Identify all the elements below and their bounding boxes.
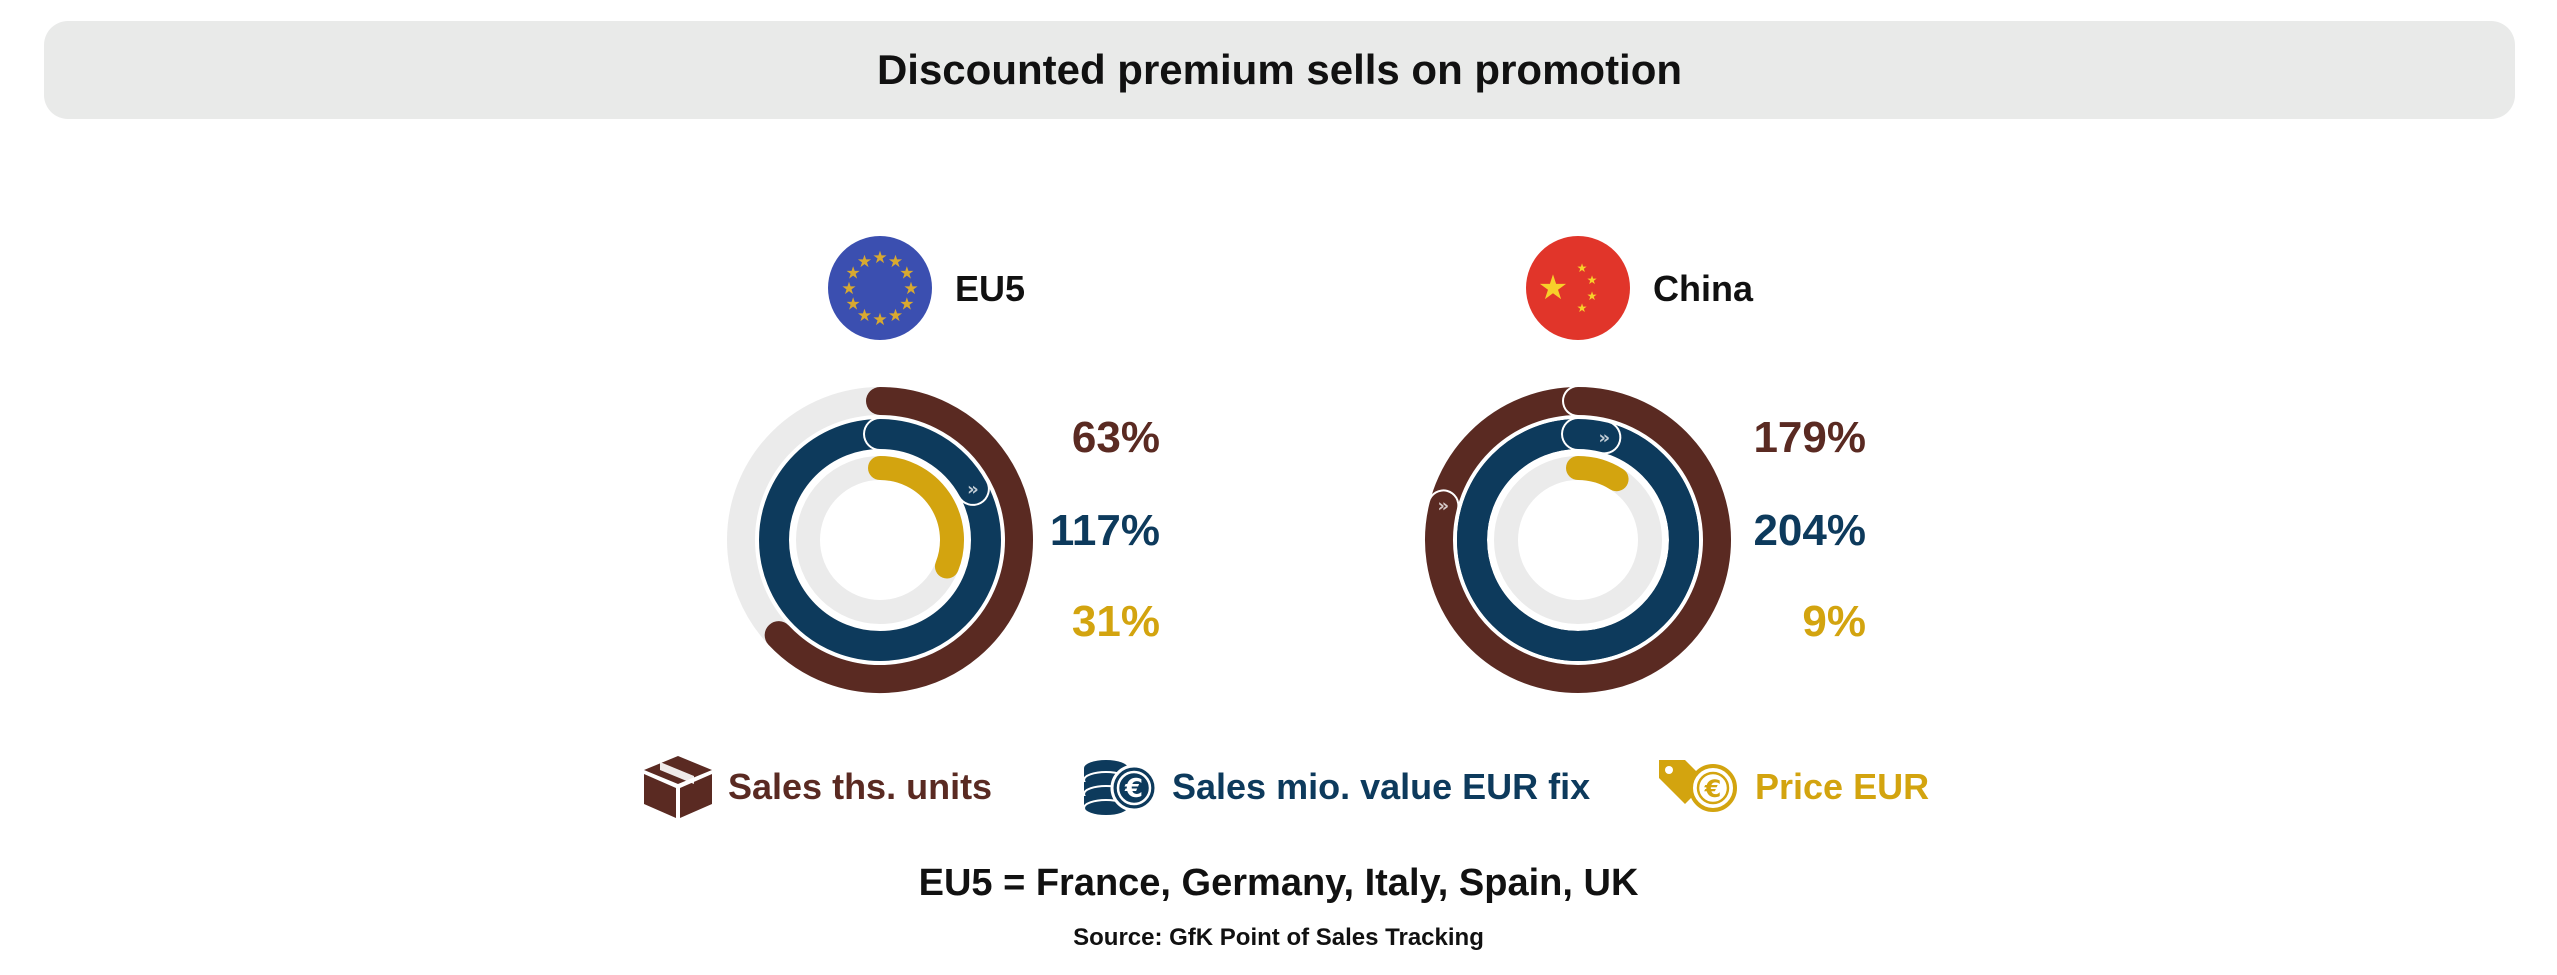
svg-text:★: ★ bbox=[857, 306, 872, 326]
svg-text:★: ★ bbox=[1587, 289, 1598, 303]
svg-text:★: ★ bbox=[899, 264, 914, 284]
box-icon bbox=[644, 756, 712, 818]
svg-text:★: ★ bbox=[846, 295, 861, 315]
legend-price-label: Price EUR bbox=[1755, 766, 1930, 807]
legend-units-label: Sales ths. units bbox=[728, 766, 993, 807]
svg-text:★: ★ bbox=[1577, 261, 1588, 275]
svg-text:★: ★ bbox=[903, 279, 918, 299]
eu-flag-icon: ★ ★★★★★★★★★★★ bbox=[828, 236, 932, 340]
ring-arc bbox=[868, 456, 964, 579]
svg-text:★: ★ bbox=[888, 252, 903, 272]
value-label: 31% bbox=[1072, 597, 1160, 646]
radial-chart-china: ★ ★★★★ China»179%»204%9% bbox=[1423, 236, 1866, 695]
svg-text:€: € bbox=[1124, 774, 1143, 804]
price-tag-euro-icon: € bbox=[1659, 760, 1737, 812]
chart-title: Discounted premium sells on promotion bbox=[876, 46, 1683, 93]
arc-end-chevron-icon: » bbox=[1599, 427, 1611, 448]
value-label: 63% bbox=[1072, 413, 1160, 462]
china-flag-icon: ★ ★★★★ bbox=[1526, 236, 1630, 340]
value-label: 179% bbox=[1753, 413, 1866, 462]
coins-euro-icon: € bbox=[1083, 760, 1158, 817]
svg-text:★: ★ bbox=[888, 306, 903, 326]
ring-arc bbox=[865, 419, 988, 504]
source-note: Source: GfK Point of Sales Tracking bbox=[1073, 924, 1484, 951]
value-label: 204% bbox=[1753, 506, 1866, 555]
legend-units: Sales ths. units bbox=[642, 752, 992, 822]
svg-text:€: € bbox=[1704, 775, 1722, 803]
svg-text:★: ★ bbox=[872, 248, 887, 268]
svg-text:★: ★ bbox=[857, 252, 872, 272]
eu5-definition: EU5 = France, Germany, Italy, Spain, UK bbox=[918, 862, 1639, 904]
svg-text:★: ★ bbox=[1538, 268, 1568, 308]
value-label: 117% bbox=[1050, 506, 1160, 555]
svg-text:★: ★ bbox=[872, 310, 887, 330]
svg-text:★: ★ bbox=[1577, 301, 1588, 315]
svg-text:★: ★ bbox=[841, 279, 856, 299]
ring-track bbox=[1494, 456, 1662, 624]
arc-end-chevron-icon: » bbox=[967, 479, 979, 500]
ring-arc bbox=[764, 387, 1033, 693]
ring-arc bbox=[1563, 419, 1620, 453]
value-label: 9% bbox=[1802, 597, 1866, 646]
title-bar: Discounted premium sells on promotion bbox=[44, 21, 2515, 119]
ring-arc bbox=[1566, 456, 1629, 492]
arc-end-chevron-icon: » bbox=[1438, 495, 1450, 516]
svg-text:★: ★ bbox=[846, 264, 861, 284]
svg-text:★: ★ bbox=[899, 295, 914, 315]
legend-value: € Sales mio. value EUR fix bbox=[1082, 752, 1590, 822]
region-label: China bbox=[1653, 268, 1754, 309]
ring-arc bbox=[1425, 387, 1731, 693]
legend-value-label: Sales mio. value EUR fix bbox=[1172, 766, 1591, 807]
legend-price: € Price EUR bbox=[1655, 752, 1929, 822]
svg-text:★: ★ bbox=[1587, 273, 1598, 287]
region-label: EU5 bbox=[955, 268, 1025, 309]
